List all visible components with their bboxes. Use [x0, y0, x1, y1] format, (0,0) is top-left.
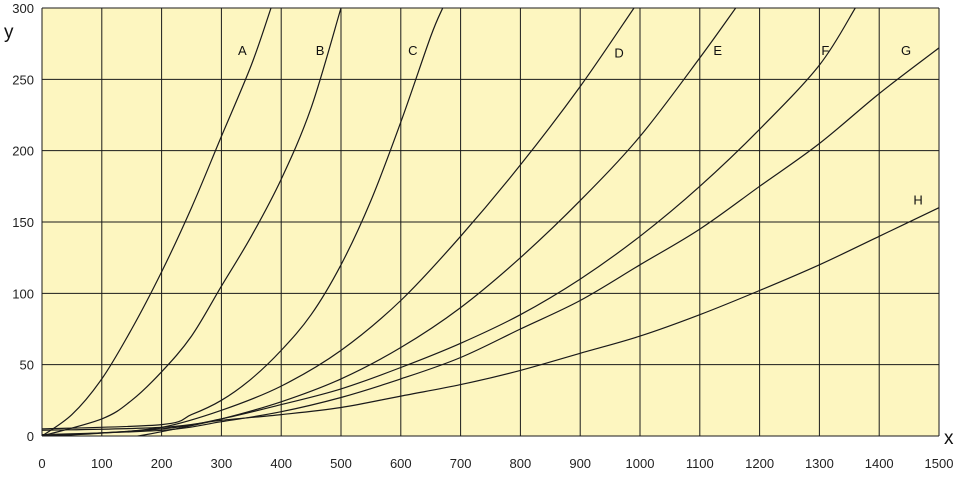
x-axis-ticks: 0 100 200 300 400 500 600 700 800 900 1000 1100 1200…: [38, 456, 953, 471]
x-tick-label: 1500: [925, 456, 954, 471]
y-axis-label: y: [4, 22, 14, 43]
series-line-b: [42, 8, 342, 436]
series-label-b: B: [316, 43, 325, 58]
grid: [41, 7, 940, 437]
x-tick-label: 700: [450, 456, 472, 471]
series-label-c: C: [408, 43, 417, 58]
series-line-g: [42, 47, 939, 436]
y-axis-ticks: 0 50 100 150 200 250 300: [12, 1, 34, 444]
x-tick-label: 0: [38, 456, 45, 471]
x-tick-label: 400: [270, 456, 292, 471]
series-label-g: G: [901, 43, 911, 58]
x-tick-label: 1000: [626, 456, 655, 471]
x-tick-label: 300: [211, 456, 233, 471]
series-line-a: [42, 8, 272, 436]
x-tick-label: 800: [510, 456, 532, 471]
x-tick-label: 1100: [686, 456, 714, 471]
x-tick-label: 1300: [805, 456, 834, 471]
y-tick-label: 250: [12, 72, 34, 87]
y-tick-label: 50: [20, 358, 34, 373]
x-tick-label: 1200: [745, 456, 774, 471]
series-label-e: E: [713, 43, 722, 58]
x-tick-label: 500: [330, 456, 352, 471]
series-labels: A B C D E F G H: [238, 43, 923, 208]
y-tick-label: 100: [12, 286, 34, 301]
series-lines: [42, 8, 939, 436]
series-line-h: [42, 207, 939, 431]
series-label-f: F: [821, 43, 829, 58]
x-tick-label: 200: [151, 456, 173, 471]
series-line-f: [42, 8, 856, 436]
y-tick-label: 200: [12, 144, 34, 159]
series-label-d: D: [614, 46, 623, 61]
series-label-a: A: [238, 43, 247, 58]
x-tick-label: 600: [390, 456, 412, 471]
x-tick-label: 100: [91, 456, 113, 471]
x-tick-label: 1400: [865, 456, 894, 471]
x-axis-label: x: [944, 428, 954, 449]
series-line-c: [42, 8, 444, 430]
y-tick-label: 150: [12, 215, 34, 230]
y-tick-label: 0: [27, 429, 34, 444]
y-tick-label: 300: [12, 1, 34, 16]
series-label-h: H: [913, 193, 922, 208]
x-tick-label: 900: [569, 456, 591, 471]
